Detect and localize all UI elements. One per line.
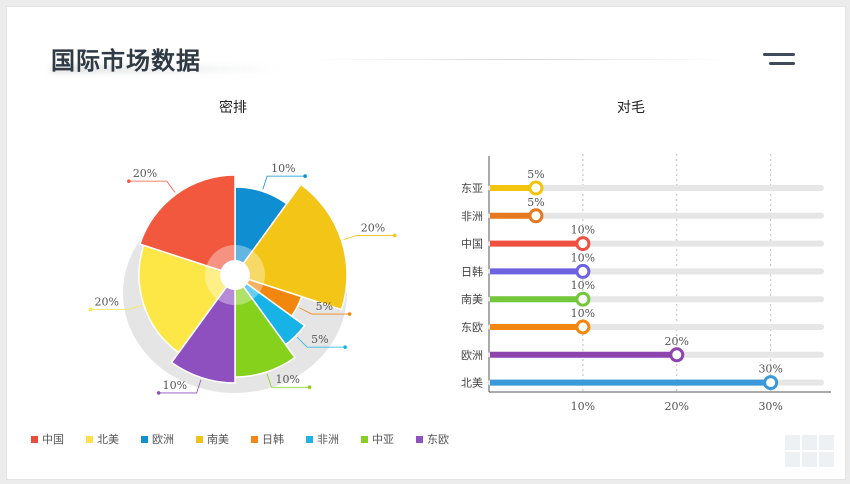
legend-label: 北美 [97,433,119,446]
bar-value-label: 5% [527,196,544,209]
legend-label: 欧洲 [152,433,174,446]
pie-leader-dot [303,174,307,178]
legend-item[interactable]: 中亚 [361,431,394,447]
legend-label: 中国 [42,433,64,446]
x-tick-label: 20% [665,400,689,413]
legend-item[interactable]: 北美 [86,431,119,447]
bar-end-marker [575,291,591,307]
corner-decoration [785,435,835,471]
legend-label: 非洲 [317,433,339,446]
pie-leader-dot [392,233,397,238]
page-title: 国际市场数据 [51,47,201,75]
legend-swatch [31,435,38,443]
bar-value-label: 10% [571,251,595,264]
legend-swatch [196,435,203,443]
pie-leader-dot [307,385,312,390]
legend-swatch [141,435,148,443]
bar-end-marker [528,208,544,224]
legend-swatch [306,435,313,443]
pie-leader-dot [127,179,131,183]
pie-slice-2 [233,183,348,311]
pie-leader-line [266,373,310,388]
pie-slice-8 [138,174,236,277]
y-category-label: 南美 [461,293,483,306]
pie-leader-line [90,304,142,311]
pie-slice-label: 5% [316,300,333,313]
legend-item[interactable]: 日韩 [251,431,284,447]
y-category-label: 日韩 [461,264,483,278]
header-divider [311,59,731,60]
pie-slice-label: 20% [133,167,157,180]
legend-swatch [86,435,93,443]
pie-slice-label: 5% [311,333,328,346]
bar-end-marker [575,236,591,252]
x-tick-label: 30% [758,400,782,413]
legend-label: 南美 [207,433,229,446]
pie-leader-line [128,180,176,193]
legend-label: 中亚 [372,433,394,446]
legend-swatch [361,435,368,443]
pie-slice-label: 10% [271,162,295,175]
bar-value-label: 10% [571,307,595,320]
pie-leader-line [262,175,306,190]
legend-item[interactable]: 欧洲 [141,431,174,447]
legend-label: 东欧 [427,433,449,446]
y-category-label: 东欧 [461,321,483,334]
pie-legend: 中国 北美 欧洲 南美 日韩 非洲 中亚 东欧 [31,431,471,447]
bar-end-marker [575,263,591,279]
legend-item[interactable]: 南美 [196,431,229,447]
pie-leader-line [296,336,346,348]
bar-value-label: 20% [665,335,689,348]
legend-item[interactable]: 非洲 [306,431,339,447]
bar-value-label: 10% [571,224,595,237]
pie-slice-label: 20% [94,296,118,309]
pie-leader-line [298,307,350,315]
bar-value-label: 30% [758,363,782,376]
slide: 国际市场数据 密排 对毛 10% 20% 5% 5% 10% 10% 20% 20% 10% 2… [6,6,846,480]
bar-end-marker [528,180,544,196]
pie-slice-label: 20% [361,221,385,234]
pie-slice-label: 10% [275,373,299,386]
legend-swatch [416,435,423,443]
bar-chart: 10% 20% 30% 5% 东亚 5% 非洲 10% 中国 10% 日韩 10% 南美 10% 东欧 20%… [461,154,831,413]
title-shadow [51,65,281,73]
bar-value-label: 5% [527,168,544,181]
pie-slice-6 [170,272,236,384]
pie-slice-7 [138,244,237,354]
bar-chart-title: 对毛 [617,100,645,116]
pie-leader-dot [347,312,352,316]
legend-item[interactable]: 东欧 [416,431,449,447]
bar-end-marker [575,319,591,335]
menu-icon[interactable] [763,53,795,69]
pie-center-hole [220,260,250,290]
pie-slice-label: 10% [163,379,187,392]
pie-leader-line [158,379,202,394]
legend-label: 日韩 [262,433,284,446]
bar-end-marker [669,347,685,363]
pie-leader-dot [88,307,93,312]
legend-swatch [251,435,258,443]
pie-leader-dot [156,391,161,395]
pie-chart: 10% 20% 5% 5% 10% 10% 20% 20% [88,162,397,395]
bar-end-marker [763,375,779,391]
pie-leader-dot [343,345,347,349]
y-category-label: 非洲 [461,210,483,223]
y-category-label: 北美 [461,377,483,390]
y-category-label: 东亚 [461,182,483,195]
y-category-label: 中国 [461,238,483,251]
pie-chart-title: 密排 [219,100,247,116]
legend-item[interactable]: 中国 [31,431,64,447]
x-tick-label: 10% [571,400,595,413]
y-category-label: 欧洲 [461,349,483,362]
bar-value-label: 10% [571,279,595,292]
pie-leader-line [343,235,395,241]
